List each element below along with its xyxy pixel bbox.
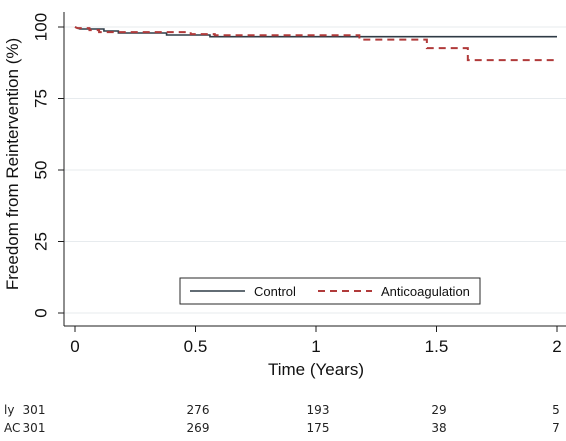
y-tick-label-0: 0 [31,308,50,317]
y-tick-label-75: 75 [31,89,50,108]
risk-value-0-1: 276 [187,403,210,417]
legend-label-anticoagulation: Anticoagulation [381,284,470,299]
risk-value-1-0: 301 [23,421,46,435]
risk-value-0-2: 193 [307,403,330,417]
risk-value-1-2: 175 [307,421,330,435]
x-tick-label-0: 0 [70,337,79,356]
risk-value-1-4: 7 [552,421,560,435]
series-line-control [74,26,557,38]
y-tick-label-100: 100 [31,13,50,41]
y-tick-label-25: 25 [31,232,50,251]
risk-value-0-0: 301 [23,403,46,417]
plot-area [64,12,566,326]
x-tick-label-1.5: 1.5 [425,337,449,356]
y-axis-label: Freedom from Reintervention (%) [3,38,22,290]
x-tick-label-0.5: 0.5 [184,337,208,356]
risk-row-label-0: ly [4,403,14,417]
risk-value-1-1: 269 [187,421,210,435]
risk-value-0-3: 29 [431,403,446,417]
risk-row-label-1: AC [4,421,20,435]
series-line-anticoagulation [74,26,557,62]
x-tick-label-1: 1 [311,337,320,356]
x-tick-label-2: 2 [552,337,561,356]
legend-label-control: Control [254,284,296,299]
risk-value-0-4: 5 [552,403,560,417]
y-tick-label-50: 50 [31,161,50,180]
risk-value-1-3: 38 [431,421,446,435]
x-axis-label: Time (Years) [268,360,364,379]
